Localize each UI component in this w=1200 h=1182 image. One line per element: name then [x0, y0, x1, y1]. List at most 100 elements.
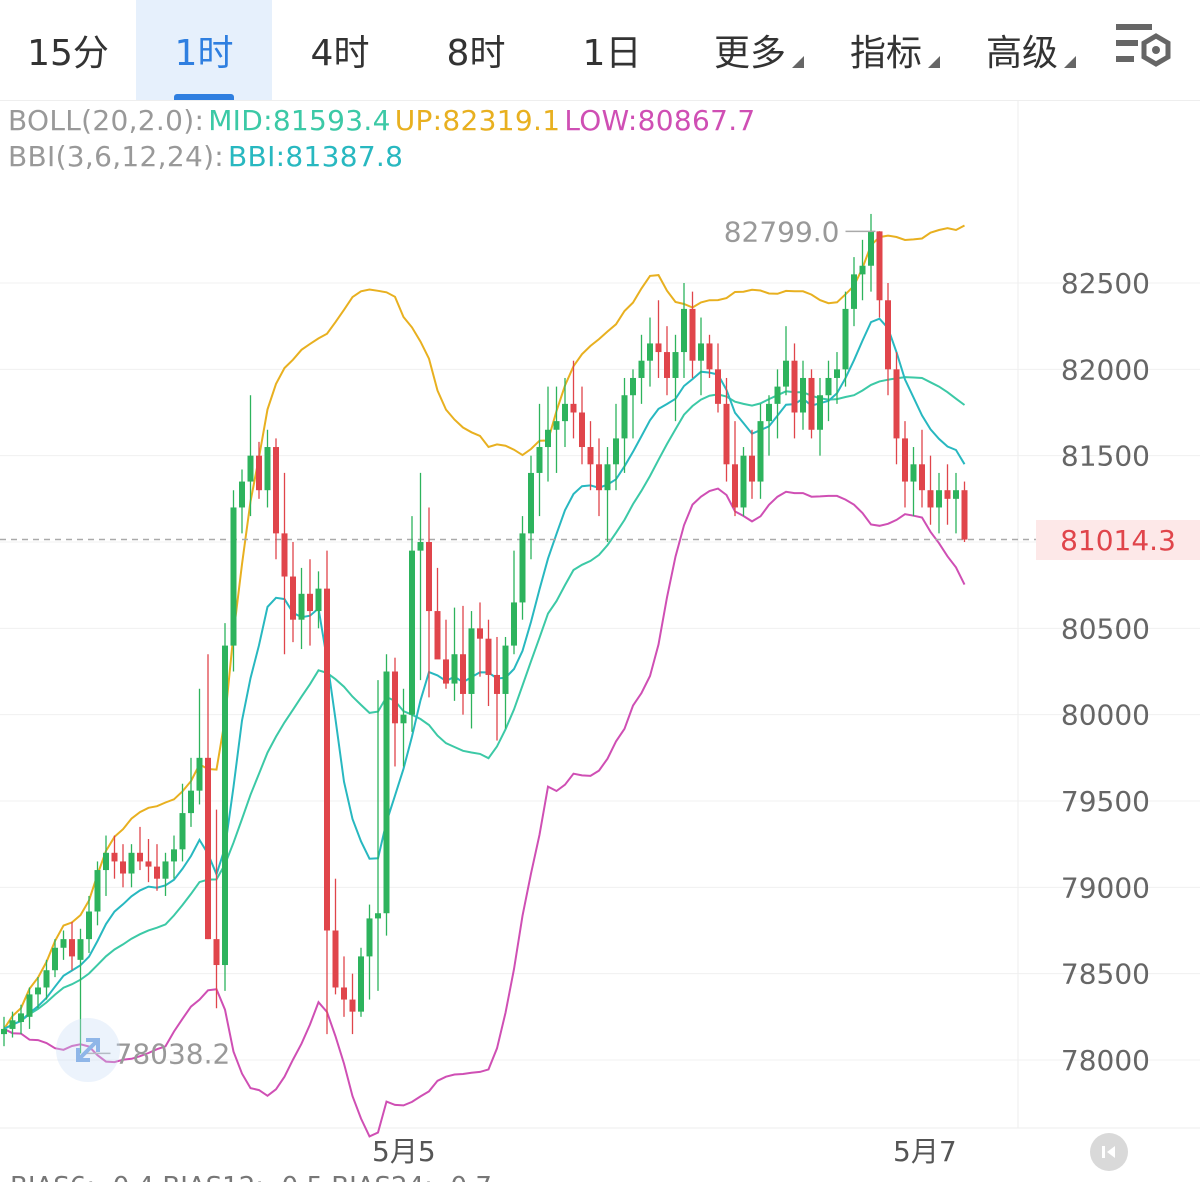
- bbi-value: BBI:81387.8: [228, 140, 404, 173]
- candle-body: [757, 421, 764, 482]
- candle-body: [358, 956, 364, 1012]
- candle-body: [494, 674, 500, 694]
- candle: [205, 654, 211, 940]
- candle-body: [655, 343, 662, 353]
- candle: [451, 607, 458, 701]
- candle: [188, 757, 194, 827]
- candle: [375, 680, 381, 991]
- candle: [43, 959, 50, 1000]
- candle-body: [383, 671, 390, 914]
- candle: [851, 257, 857, 327]
- candle: [111, 835, 118, 879]
- candle: [723, 377, 730, 482]
- candle: [443, 619, 449, 689]
- candle: [290, 542, 296, 643]
- expand-button[interactable]: [56, 1018, 120, 1082]
- candle-body: [834, 369, 840, 378]
- candle-body: [230, 507, 237, 646]
- candle: [426, 507, 432, 698]
- tab-4hour[interactable]: 4时: [310, 33, 370, 74]
- candle-body: [375, 913, 381, 919]
- tab-15min[interactable]: 15分: [27, 33, 109, 74]
- scroll-to-latest-button[interactable]: [1090, 1133, 1128, 1171]
- y-tick-label: 82500: [1061, 267, 1150, 300]
- candle-body: [128, 852, 135, 874]
- candle: [477, 602, 483, 677]
- candle: [791, 343, 798, 439]
- bbi-label: BBI(3,6,12,24):: [8, 140, 225, 173]
- candle-body: [842, 308, 849, 370]
- candle-body: [247, 455, 254, 482]
- candle: [545, 386, 551, 482]
- candle-body: [876, 231, 883, 301]
- candle: [341, 956, 347, 1017]
- candle: [145, 838, 152, 883]
- candle-body: [868, 231, 874, 266]
- candle-body: [681, 308, 687, 353]
- candle-body: [281, 533, 288, 577]
- candle-body: [732, 464, 738, 508]
- candle-body: [60, 939, 67, 948]
- candle-body: [332, 930, 339, 988]
- candle-body: [468, 628, 475, 694]
- candle-body: [604, 464, 611, 491]
- candle: [264, 429, 271, 508]
- candle-body: [451, 654, 458, 684]
- candle-body: [944, 490, 951, 499]
- candle-body: [749, 455, 755, 482]
- candle: [876, 231, 883, 318]
- candlestick-chart[interactable]: 7800078500790007950080000805008100081500…: [0, 100, 1200, 1166]
- candle-body: [409, 550, 415, 715]
- candle-body: [239, 481, 245, 508]
- tab-1day[interactable]: 1日: [582, 33, 642, 74]
- candle-body: [936, 490, 942, 508]
- candle-body: [213, 939, 220, 966]
- tab-more[interactable]: 更多: [690, 0, 810, 100]
- dropdown-triangle-icon: [1064, 56, 1076, 68]
- candle-body: [672, 352, 679, 378]
- candle: [621, 377, 628, 473]
- candle: [239, 469, 245, 534]
- dropdown-triangle-icon: [928, 56, 940, 68]
- candle-body: [562, 403, 568, 422]
- tab-indicators[interactable]: 指标: [826, 0, 946, 100]
- candle-body: [927, 490, 934, 508]
- candle: [757, 403, 764, 499]
- candle-body: [196, 757, 203, 791]
- candle: [953, 472, 959, 534]
- candle: [417, 472, 424, 681]
- candle: [179, 783, 186, 862]
- candle: [60, 930, 67, 960]
- chart-settings-icon[interactable]: [1112, 18, 1174, 74]
- candle-body: [613, 438, 619, 465]
- candle: [587, 421, 594, 491]
- candle-body: [162, 861, 169, 879]
- candle: [528, 455, 534, 560]
- candle-body: [587, 447, 594, 465]
- candle: [485, 619, 492, 707]
- candle: [494, 636, 500, 741]
- candle: [808, 369, 815, 439]
- candle: [307, 559, 313, 646]
- tab-8hour[interactable]: 8时: [446, 33, 506, 74]
- candle: [409, 516, 415, 732]
- expand-arrows-icon: [76, 1038, 100, 1062]
- candle-body: [817, 395, 823, 430]
- candle-body: [791, 360, 798, 413]
- candle-body: [26, 994, 33, 1017]
- boll-mid-line: [3, 376, 966, 1030]
- candle-body: [18, 1013, 24, 1023]
- tab-advanced[interactable]: 高级: [962, 0, 1082, 100]
- candle: [910, 447, 917, 517]
- candle-body: [706, 343, 713, 370]
- candle: [103, 835, 109, 896]
- candle-body: [103, 852, 109, 871]
- candle-body: [689, 308, 696, 361]
- candle-body: [111, 852, 118, 862]
- candle: [222, 623, 228, 991]
- tab-1hour[interactable]: 1时: [136, 0, 272, 100]
- y-tick-label: 78000: [1061, 1044, 1150, 1077]
- candle: [162, 852, 169, 896]
- candle-body: [324, 588, 330, 931]
- candle-body: [434, 611, 441, 660]
